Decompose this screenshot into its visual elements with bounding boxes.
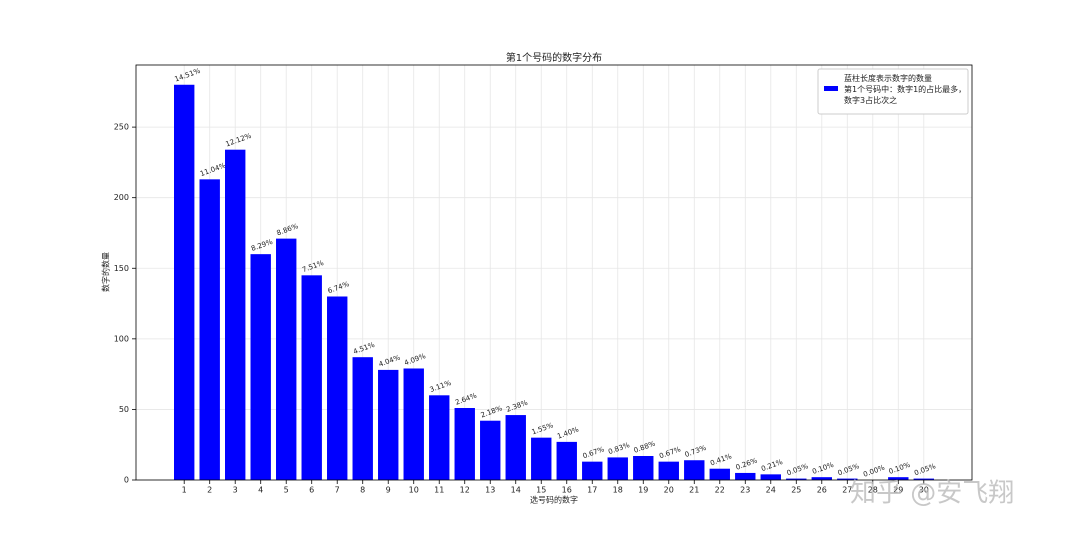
- y-tick-label: 200: [114, 193, 129, 202]
- x-tick-label: 25: [791, 486, 801, 495]
- x-tick-label: 5: [284, 486, 289, 495]
- y-tick-label: 50: [119, 405, 129, 414]
- bar: [250, 254, 271, 480]
- bar: [658, 461, 679, 480]
- x-tick-label: 15: [536, 486, 546, 495]
- bar: [403, 368, 424, 480]
- legend-label: 蓝柱长度表示数字的数量第1个号码中：数字1的占比最多，数字3占比次之: [844, 73, 966, 105]
- bar: [276, 238, 297, 480]
- bar: [378, 369, 399, 480]
- bar: [454, 408, 475, 480]
- x-tick-label: 10: [409, 486, 419, 495]
- x-tick-label: 21: [689, 486, 699, 495]
- legend-line: 蓝柱长度表示数字的数量: [844, 73, 932, 83]
- chart-title: 第1个号码的数字分布: [506, 51, 602, 64]
- x-tick-label: 19: [638, 486, 648, 495]
- x-tick-label: 26: [817, 486, 827, 495]
- bar: [709, 468, 730, 480]
- x-tick-label: 20: [664, 486, 674, 495]
- bar: [735, 472, 756, 480]
- bar: [760, 474, 781, 480]
- x-tick-label: 18: [613, 486, 623, 495]
- x-axis-label: 选号码的数字: [530, 495, 578, 505]
- x-tick-label: 14: [511, 486, 521, 495]
- bar: [582, 461, 603, 480]
- x-tick-label: 27: [842, 486, 852, 495]
- plot-frame: [135, 64, 973, 481]
- legend-swatch: [824, 86, 838, 91]
- bar: [225, 149, 246, 480]
- bar: [174, 84, 195, 480]
- bar: [888, 477, 909, 480]
- x-tick-label: 13: [485, 486, 495, 495]
- x-tick-label: 28: [868, 486, 878, 495]
- x-tick-label: 29: [893, 486, 903, 495]
- bar: [786, 478, 807, 480]
- x-tick-label: 3: [233, 486, 238, 495]
- legend-line: 数字3占比次之: [844, 95, 897, 105]
- bar: [633, 456, 654, 480]
- bar: [837, 478, 858, 480]
- x-tick-label: 2: [207, 486, 212, 495]
- x-tick-label: 22: [715, 486, 725, 495]
- y-tick-label: 100: [114, 334, 129, 343]
- bar: [505, 415, 526, 480]
- bar: [480, 420, 501, 480]
- bar: [301, 275, 322, 480]
- x-tick-label: 11: [434, 486, 444, 495]
- x-tick-label: 7: [335, 486, 340, 495]
- y-tick-label: 150: [114, 264, 129, 273]
- legend-line: 第1个号码中：数字1的占比最多，: [844, 84, 966, 94]
- bar: [531, 437, 552, 480]
- legend-box: [817, 68, 969, 115]
- x-tick-label: 24: [766, 486, 776, 495]
- x-tick-label: 8: [360, 486, 365, 495]
- x-tick-label: 30: [919, 486, 929, 495]
- x-tick-label: 6: [309, 486, 314, 495]
- x-tick-label: 23: [740, 486, 750, 495]
- y-tick-label: 250: [114, 123, 129, 132]
- bar: [913, 478, 934, 480]
- bar: [607, 457, 628, 480]
- y-axis-label: 数字的数量: [101, 252, 111, 292]
- x-tick-label: 4: [258, 486, 263, 495]
- x-tick-label: 12: [460, 486, 470, 495]
- bar: [199, 179, 220, 480]
- bar: [684, 460, 705, 480]
- bar: [556, 441, 577, 480]
- bar: [352, 357, 373, 480]
- y-tick-label: 0: [124, 476, 129, 485]
- bar: [429, 395, 450, 480]
- watermark: 知乎 @安飞翔: [850, 479, 1014, 509]
- x-tick-label: 1: [182, 486, 187, 495]
- x-tick-label: 16: [562, 486, 572, 495]
- x-tick-label: 17: [587, 486, 597, 495]
- bar: [327, 296, 348, 480]
- x-tick-label: 9: [386, 486, 391, 495]
- bar: [811, 477, 832, 480]
